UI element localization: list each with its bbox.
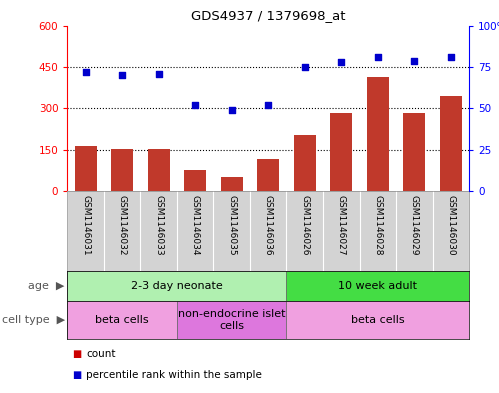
Text: GSM1146034: GSM1146034 bbox=[191, 195, 200, 255]
Point bbox=[82, 69, 90, 75]
Text: GSM1146033: GSM1146033 bbox=[154, 195, 163, 255]
Point bbox=[301, 64, 309, 70]
Text: beta cells: beta cells bbox=[95, 315, 149, 325]
Bar bbox=[111, 149, 133, 191]
Bar bbox=[367, 77, 389, 191]
Text: cell type  ▶: cell type ▶ bbox=[1, 315, 65, 325]
Text: GSM1146029: GSM1146029 bbox=[410, 195, 419, 255]
Text: GSM1146032: GSM1146032 bbox=[118, 195, 127, 255]
Point bbox=[410, 57, 418, 64]
Bar bbox=[440, 96, 462, 191]
Bar bbox=[67, 271, 286, 301]
Point bbox=[118, 72, 126, 79]
Bar bbox=[177, 301, 286, 339]
Text: ■: ■ bbox=[72, 370, 82, 380]
Text: GSM1146031: GSM1146031 bbox=[81, 195, 90, 255]
Point bbox=[264, 102, 272, 108]
Text: 2-3 day neonate: 2-3 day neonate bbox=[131, 281, 223, 291]
Text: GDS4937 / 1379698_at: GDS4937 / 1379698_at bbox=[191, 9, 345, 22]
Text: age  ▶: age ▶ bbox=[28, 281, 65, 291]
Text: percentile rank within the sample: percentile rank within the sample bbox=[86, 370, 262, 380]
Text: non-endocrine islet
cells: non-endocrine islet cells bbox=[178, 309, 285, 331]
Point bbox=[447, 54, 455, 61]
Text: 10 week adult: 10 week adult bbox=[338, 281, 417, 291]
Text: GSM1146027: GSM1146027 bbox=[337, 195, 346, 255]
Text: GSM1146036: GSM1146036 bbox=[263, 195, 273, 255]
Bar bbox=[286, 271, 469, 301]
Text: GSM1146028: GSM1146028 bbox=[373, 195, 382, 255]
Bar bbox=[67, 301, 177, 339]
Bar bbox=[330, 113, 352, 191]
Bar bbox=[257, 158, 279, 191]
Bar bbox=[75, 146, 97, 191]
Text: GSM1146026: GSM1146026 bbox=[300, 195, 309, 255]
Text: ■: ■ bbox=[72, 349, 82, 359]
Bar bbox=[184, 169, 206, 191]
Bar bbox=[148, 149, 170, 191]
Text: beta cells: beta cells bbox=[351, 315, 405, 325]
Text: count: count bbox=[86, 349, 116, 359]
Point bbox=[337, 59, 345, 66]
Point bbox=[191, 102, 199, 108]
Point bbox=[155, 71, 163, 77]
Point bbox=[228, 107, 236, 113]
Bar bbox=[403, 113, 425, 191]
Bar bbox=[286, 301, 469, 339]
Bar bbox=[294, 135, 316, 191]
Bar bbox=[221, 177, 243, 191]
Text: GSM1146030: GSM1146030 bbox=[446, 195, 455, 255]
Point bbox=[374, 54, 382, 61]
Text: GSM1146035: GSM1146035 bbox=[227, 195, 236, 255]
